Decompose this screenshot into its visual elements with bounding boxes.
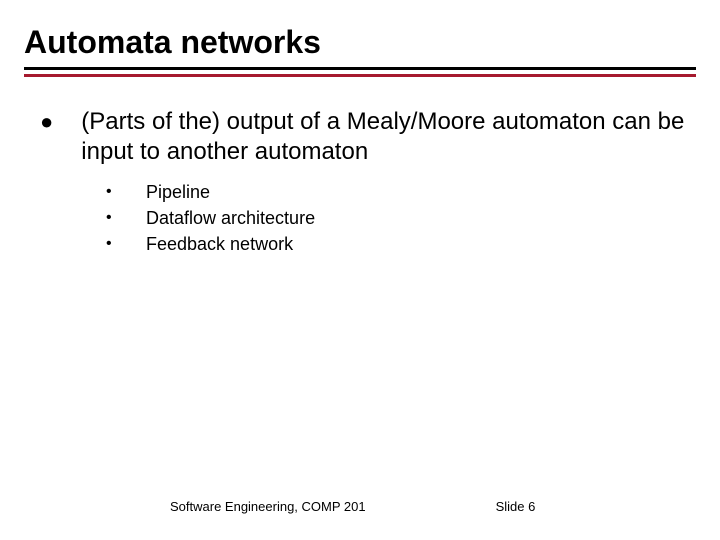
- bullet-icon: ●: [40, 107, 53, 137]
- main-bullet-text: (Parts of the) output of a Mealy/Moore a…: [81, 107, 696, 167]
- sub-bullet-icon: •: [106, 181, 146, 203]
- footer-course: Software Engineering, COMP 201: [170, 499, 366, 514]
- slide-title: Automata networks: [0, 0, 720, 67]
- sub-bullet-text: Feedback network: [146, 233, 293, 255]
- sub-bullet-item: • Feedback network: [106, 233, 720, 255]
- sub-bullet-text: Pipeline: [146, 181, 210, 203]
- title-underline: [24, 67, 696, 70]
- sub-bullet-icon: •: [106, 207, 146, 229]
- footer-slide-number: Slide 6: [496, 499, 536, 514]
- main-bullet: ● (Parts of the) output of a Mealy/Moore…: [40, 107, 696, 167]
- slide-footer: Software Engineering, COMP 201 Slide 6: [0, 499, 720, 514]
- accent-bar: [24, 74, 696, 77]
- sub-bullet-text: Dataflow architecture: [146, 207, 315, 229]
- sub-bullet-item: • Dataflow architecture: [106, 207, 720, 229]
- sub-bullet-list: • Pipeline • Dataflow architecture • Fee…: [106, 181, 720, 255]
- sub-bullet-item: • Pipeline: [106, 181, 720, 203]
- sub-bullet-icon: •: [106, 233, 146, 255]
